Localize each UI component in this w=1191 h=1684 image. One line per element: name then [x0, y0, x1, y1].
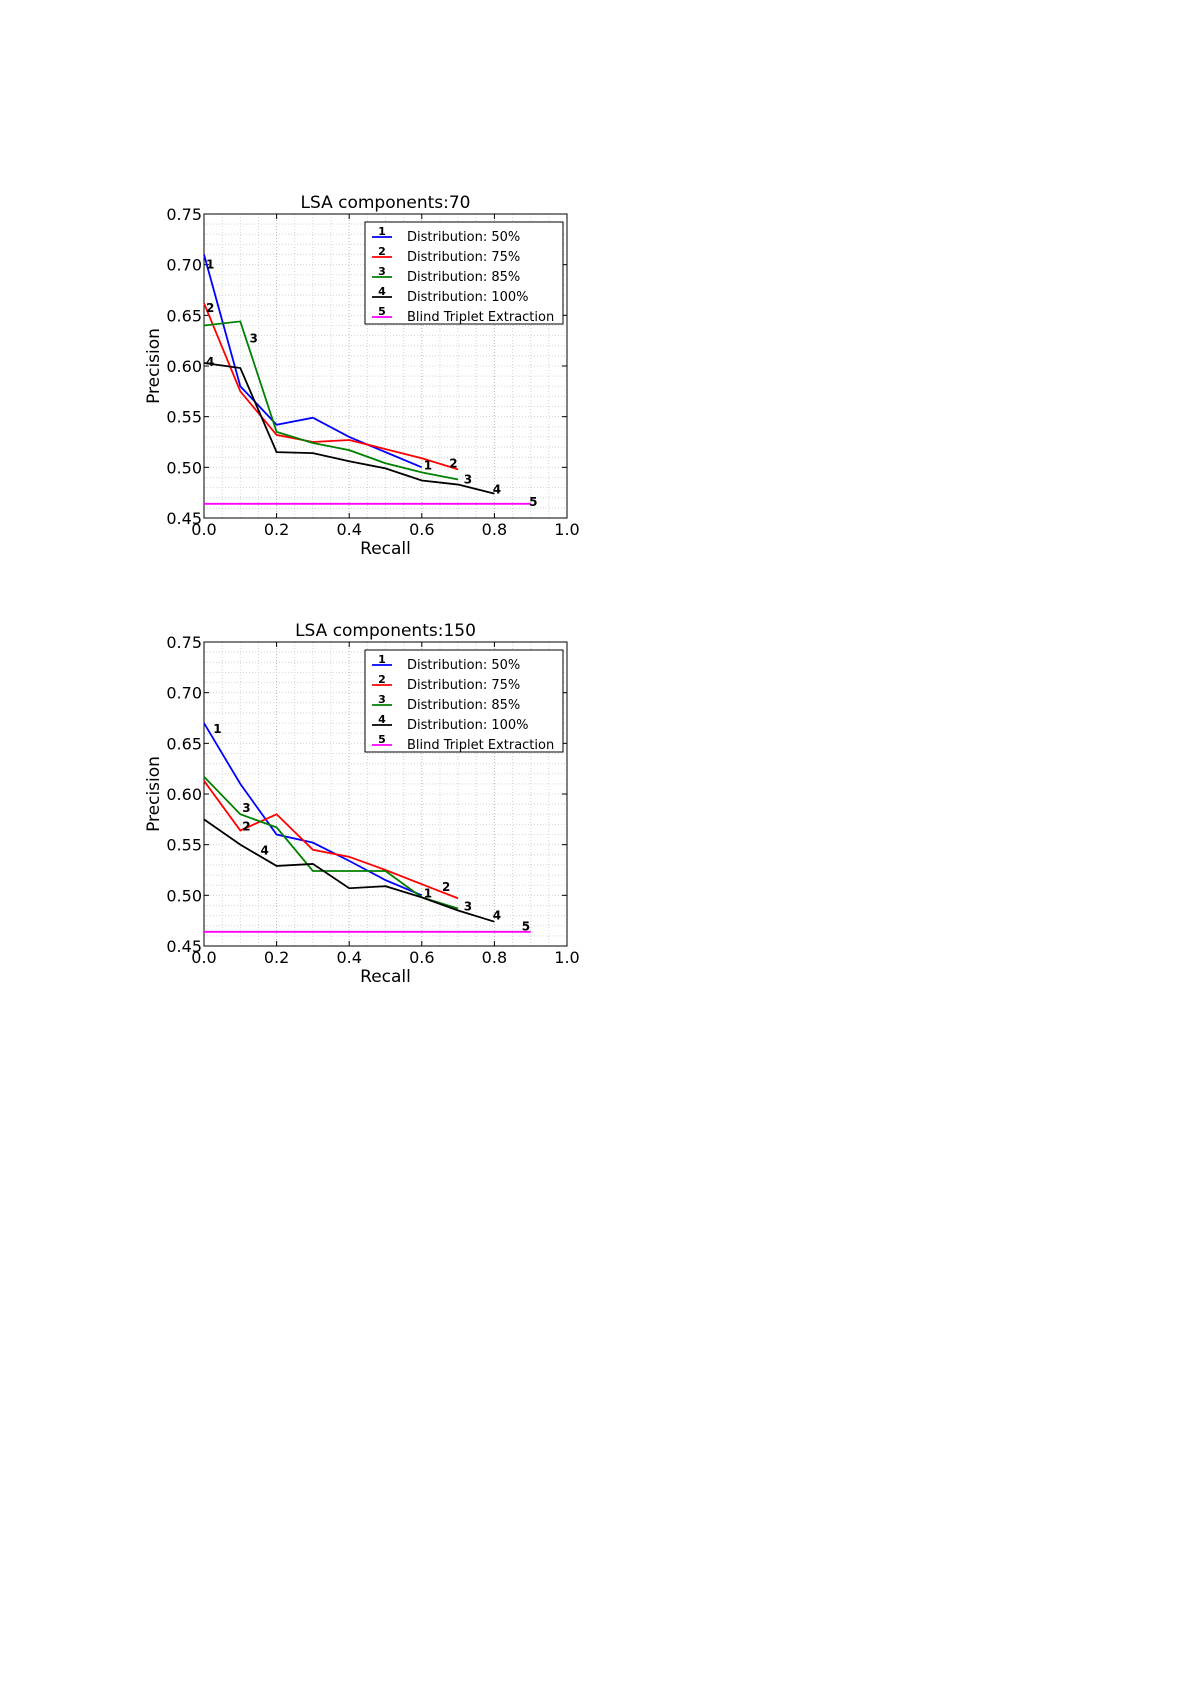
series-line-2 [203, 780, 459, 900]
series-line-2 [203, 302, 459, 471]
y-tick-label: 0.60 [166, 785, 202, 804]
series-marker-label: 4 [493, 483, 501, 497]
legend-marker: 1 [378, 225, 386, 238]
x-tick-label: 0.2 [264, 948, 289, 967]
x-tick-label: 0.6 [409, 948, 434, 967]
y-tick-label: 0.55 [166, 836, 202, 855]
y-axis-label: Precision [144, 756, 164, 832]
chart-panel: 0.0 0.2 0.4 0.6 0.8 1.0 0.45 0.50 0.55 0.60 0.65 0.… [144, 621, 580, 987]
series-marker-label: 1 [206, 258, 214, 272]
series-marker-label: 5 [529, 495, 537, 509]
x-tick-label: 0.4 [336, 948, 361, 967]
series-marker-label: 3 [250, 332, 258, 346]
legend-label: Distribution: 85% [407, 698, 520, 713]
x-tick-label: 0.0 [191, 520, 216, 539]
y-tick-label: 0.75 [166, 633, 202, 652]
legend-marker: 2 [378, 245, 386, 258]
series-marker-label: 1 [213, 722, 221, 736]
legend-label: Distribution: 75% [407, 250, 520, 265]
legend-label: Distribution: 50% [407, 230, 520, 245]
legend-marker: 5 [378, 733, 386, 746]
series-line-3 [203, 320, 459, 481]
y-tick-label: 0.65 [166, 734, 202, 753]
x-tick-label: 1.0 [554, 520, 579, 539]
legend-marker: 3 [378, 693, 386, 706]
series-line-4 [203, 362, 495, 495]
series-marker-label: 2 [206, 301, 214, 315]
y-tick-label: 0.70 [166, 256, 202, 275]
chart-panel: 0.0 0.2 0.4 0.6 0.8 1.0 0.45 0.50 0.55 0.60 0.65 0.… [144, 193, 580, 559]
legend-marker: 3 [378, 265, 386, 278]
x-tick-label: 0.0 [191, 948, 216, 967]
y-tick-label: 0.70 [166, 684, 202, 703]
chart-title: LSA components:70 [301, 193, 471, 213]
series-marker-label: 1 [424, 886, 432, 900]
x-tick-label: 0.6 [409, 520, 434, 539]
series-marker-label: 1 [424, 458, 432, 472]
series-marker-label: 2 [242, 819, 250, 833]
legend-marker: 5 [378, 305, 386, 318]
legend-label: Blind Triplet Extraction [407, 738, 554, 753]
legend-marker: 4 [378, 713, 386, 726]
legend-label: Distribution: 100% [407, 290, 529, 305]
legend-box [364, 221, 564, 325]
y-tick-label: 0.45 [166, 509, 202, 528]
series-line-1 [203, 254, 423, 469]
series-line-1 [203, 722, 423, 897]
legend-marker: 1 [378, 653, 386, 666]
x-tick-label: 0.4 [336, 520, 361, 539]
y-tick-label: 0.75 [166, 205, 202, 224]
legend-label: Blind Triplet Extraction [407, 310, 554, 325]
series-marker-label: 2 [449, 456, 457, 470]
series-marker-label: 3 [464, 472, 472, 486]
series-marker-label: 3 [242, 801, 250, 815]
y-tick-label: 0.45 [166, 937, 202, 956]
series-marker-label: 4 [260, 844, 268, 858]
y-tick-label: 0.60 [166, 357, 202, 376]
x-tick-label: 0.8 [482, 948, 507, 967]
y-tick-label: 0.65 [166, 306, 202, 325]
series-marker-label: 4 [206, 355, 214, 369]
x-tick-label: 0.2 [264, 520, 289, 539]
legend-label: Distribution: 50% [407, 658, 520, 673]
series-line-4 [203, 818, 495, 923]
x-axis-label: Recall [360, 967, 411, 987]
y-tick-label: 0.50 [166, 458, 202, 477]
series-marker-label: 3 [464, 899, 472, 913]
y-tick-label: 0.50 [166, 886, 202, 905]
legend-marker: 4 [378, 285, 386, 298]
series-marker-label: 5 [522, 920, 530, 934]
y-axis-label: Precision [144, 328, 164, 404]
series-marker-label: 4 [493, 909, 501, 923]
x-axis-label: Recall [360, 539, 411, 559]
legend-label: Distribution: 75% [407, 678, 520, 693]
x-tick-label: 0.8 [482, 520, 507, 539]
legend-marker: 2 [378, 673, 386, 686]
legend-label: Distribution: 85% [407, 270, 520, 285]
legend-label: Distribution: 100% [407, 718, 529, 733]
x-tick-label: 1.0 [554, 948, 579, 967]
series-marker-label: 2 [442, 880, 450, 894]
legend-box [364, 649, 564, 753]
chart-title: LSA components:150 [295, 621, 476, 641]
y-tick-label: 0.55 [166, 408, 202, 427]
series-line-3 [203, 776, 459, 910]
